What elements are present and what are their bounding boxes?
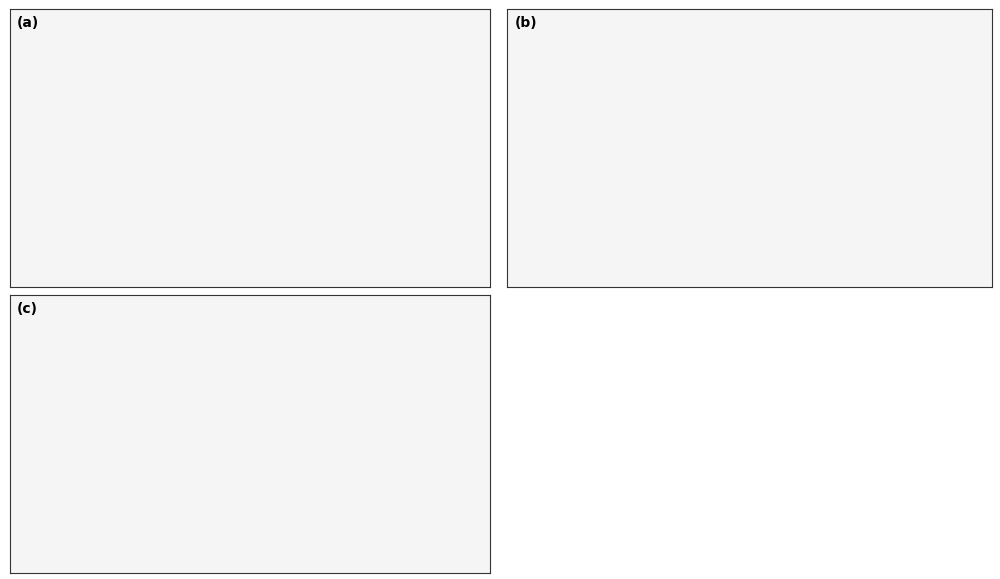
Text: (a): (a): [17, 16, 39, 30]
Text: (c): (c): [17, 302, 38, 316]
Text: (b): (b): [514, 16, 537, 30]
